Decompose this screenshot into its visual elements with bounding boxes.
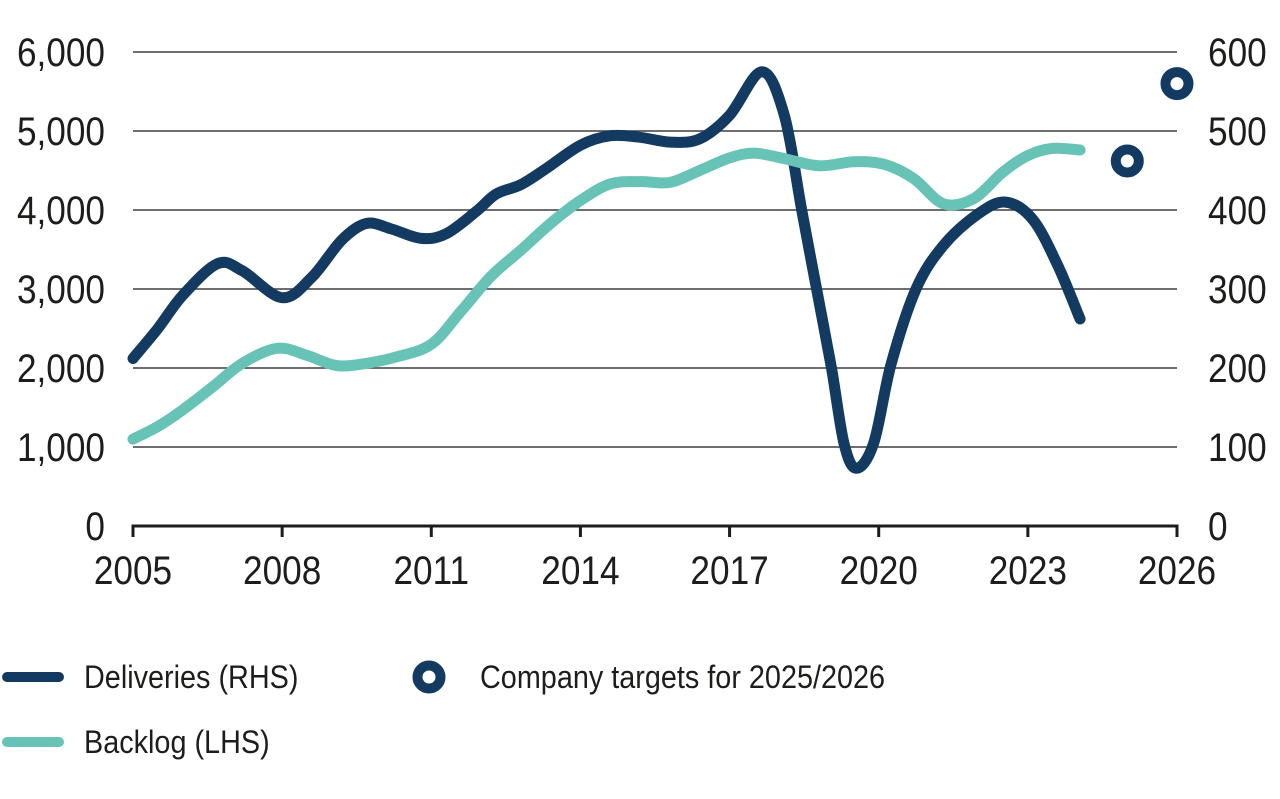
x-axis-label-2023: 2023 [989,548,1067,593]
left-axis-label-6,000: 6,000 [17,30,105,75]
right-axis-label-600: 600 [1208,30,1267,75]
right-axis-label-200: 200 [1208,346,1267,391]
deliveries-rhs-line [127,66,1086,474]
left-axis-label-4,000: 4,000 [17,188,105,233]
right-axis-label-500: 500 [1208,109,1267,154]
x-axis-label-2014: 2014 [541,548,619,593]
right-axis-label-400: 400 [1208,188,1267,233]
x-axis-label-2026: 2026 [1138,548,1216,593]
x-axis-label-2008: 2008 [243,548,321,593]
right-axis-label-0: 0 [1208,504,1228,549]
target-marker-2025 [1110,144,1144,178]
legend-label-deliveries: Deliveries (RHS) [84,659,299,695]
targets-circle-swatch [412,660,446,694]
x-axis-label-2011: 2011 [393,548,469,593]
backlog-lhs-line [127,142,1086,445]
left-axis-label-3,000: 3,000 [17,267,105,312]
x-axis-label-2005: 2005 [94,548,172,593]
backlog-line-swatch [2,737,64,747]
right-axis-label-100: 100 [1208,425,1267,470]
x-axis-label-2020: 2020 [840,548,918,593]
left-axis-label-1,000: 1,000 [17,425,105,470]
deliveries-line-swatch [2,672,64,682]
left-axis-label-2,000: 2,000 [17,346,105,391]
left-axis-label-0: 0 [85,504,105,549]
target-marker-2026 [1160,67,1194,101]
legend-label-backlog: Backlog (LHS) [84,724,270,760]
left-axis-label-5,000: 5,000 [17,109,105,154]
x-axis-label-2017: 2017 [690,548,768,593]
right-axis-label-300: 300 [1208,267,1267,312]
legend-label-targets: Company targets for 2025/2026 [480,659,886,695]
